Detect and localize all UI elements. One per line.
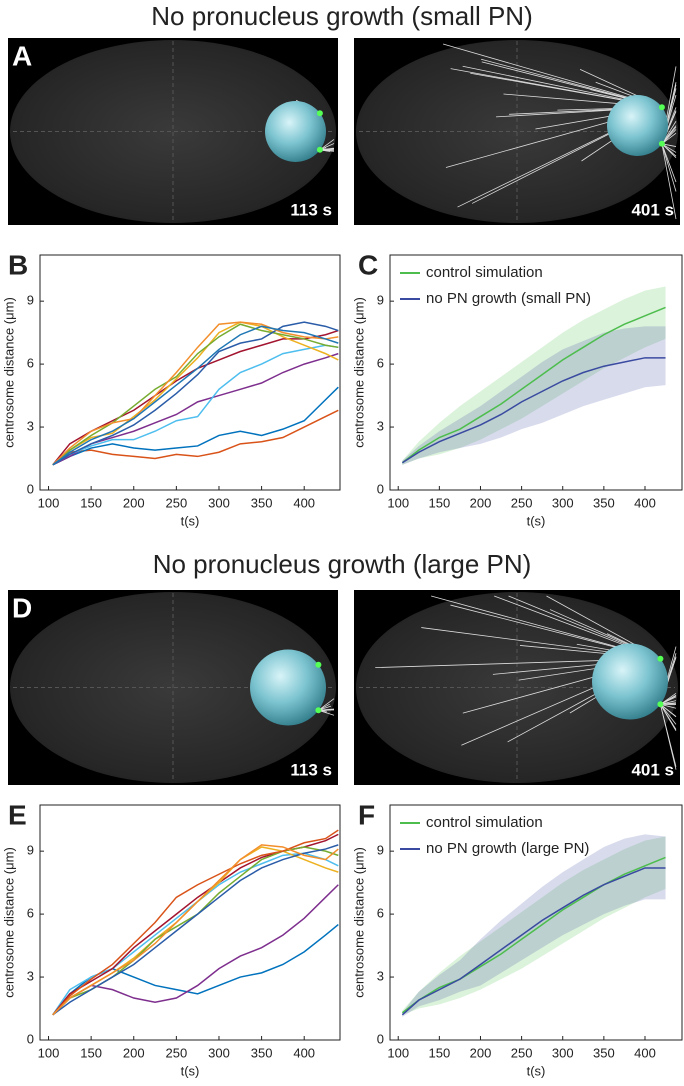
series-line xyxy=(53,322,339,465)
series-line xyxy=(53,387,339,465)
panel-label: E xyxy=(8,799,27,830)
x-tick-label: 200 xyxy=(123,495,145,510)
x-tick-label: 250 xyxy=(511,495,533,510)
x-tick-label: 200 xyxy=(470,495,492,510)
centrosome xyxy=(317,147,323,153)
pronucleus xyxy=(265,101,326,162)
x-axis-label: t(s) xyxy=(181,1063,200,1078)
y-tick-label: 6 xyxy=(377,906,384,921)
x-tick-label: 100 xyxy=(38,495,60,510)
section-title: No pronucleus growth (large PN) xyxy=(153,549,532,579)
section-title: No pronucleus growth (small PN) xyxy=(151,1,532,31)
y-tick-label: 3 xyxy=(27,418,34,433)
series-line xyxy=(53,322,339,465)
series-line xyxy=(53,845,339,1015)
plot-frame xyxy=(40,805,340,1040)
y-tick-label: 9 xyxy=(27,843,34,858)
x-axis-label: t(s) xyxy=(527,1063,546,1078)
x-tick-label: 150 xyxy=(429,495,451,510)
x-tick-label: 250 xyxy=(166,495,188,510)
y-tick-label: 6 xyxy=(27,356,34,371)
x-tick-label: 150 xyxy=(429,1045,451,1060)
series-line xyxy=(53,925,339,1015)
centrosome xyxy=(315,662,321,668)
centrosome xyxy=(657,701,663,707)
series-line xyxy=(53,853,339,1015)
pronucleus xyxy=(250,650,326,726)
panel-label: D xyxy=(12,592,32,623)
x-tick-label: 350 xyxy=(593,1045,615,1060)
x-tick-label: 400 xyxy=(634,1045,656,1060)
time-label: 113 s xyxy=(290,760,332,779)
x-tick-label: 100 xyxy=(387,1045,409,1060)
panel-label: C xyxy=(358,249,378,280)
time-label: 113 s xyxy=(290,200,332,219)
panel-label: F xyxy=(358,799,375,830)
series-line xyxy=(53,847,339,1015)
y-tick-label: 0 xyxy=(377,1031,384,1046)
y-axis-label: centrosome distance (μm) xyxy=(351,847,366,998)
y-axis-label: centrosome distance (μm) xyxy=(351,297,366,448)
x-tick-label: 250 xyxy=(166,1045,188,1060)
x-axis-label: t(s) xyxy=(527,513,546,528)
x-tick-label: 200 xyxy=(123,1045,145,1060)
x-tick-label: 250 xyxy=(511,1045,533,1060)
pronucleus xyxy=(592,644,668,720)
x-tick-label: 150 xyxy=(80,1045,102,1060)
y-tick-label: 0 xyxy=(27,481,34,496)
centrosome xyxy=(657,656,663,662)
y-tick-label: 6 xyxy=(377,356,384,371)
x-tick-label: 350 xyxy=(251,495,273,510)
series-line xyxy=(53,324,339,465)
panel-label: B xyxy=(8,249,28,280)
y-tick-label: 0 xyxy=(377,481,384,496)
legend-label: control simulation xyxy=(426,814,543,831)
x-tick-label: 200 xyxy=(470,1045,492,1060)
time-label: 401 s xyxy=(631,200,674,219)
centrosome xyxy=(315,707,321,713)
centrosome xyxy=(659,141,665,147)
x-tick-label: 400 xyxy=(634,495,656,510)
x-tick-label: 400 xyxy=(293,1045,315,1060)
y-tick-label: 9 xyxy=(377,293,384,308)
x-tick-label: 300 xyxy=(208,1045,230,1060)
y-tick-label: 9 xyxy=(377,843,384,858)
panel-label: A xyxy=(12,40,32,71)
x-tick-label: 150 xyxy=(80,495,102,510)
y-tick-label: 6 xyxy=(27,906,34,921)
y-tick-label: 3 xyxy=(377,418,384,433)
series-line xyxy=(53,845,339,1015)
y-tick-label: 0 xyxy=(27,1031,34,1046)
centrosome xyxy=(659,104,665,110)
x-axis-label: t(s) xyxy=(181,513,200,528)
y-tick-label: 3 xyxy=(377,968,384,983)
y-axis-label: centrosome distance (μm) xyxy=(1,847,16,998)
series-line xyxy=(53,322,339,465)
x-tick-label: 100 xyxy=(387,495,409,510)
y-tick-label: 9 xyxy=(27,293,34,308)
pronucleus xyxy=(607,95,668,156)
x-tick-label: 300 xyxy=(552,1045,574,1060)
x-tick-label: 350 xyxy=(251,1045,273,1060)
x-tick-label: 300 xyxy=(552,495,574,510)
x-tick-label: 100 xyxy=(38,1045,60,1060)
legend-label: no PN growth (large PN) xyxy=(426,840,589,857)
x-tick-label: 400 xyxy=(293,495,315,510)
y-tick-label: 3 xyxy=(27,968,34,983)
centrosome xyxy=(317,110,323,116)
series-line xyxy=(53,847,339,1015)
y-axis-label: centrosome distance (μm) xyxy=(1,297,16,448)
legend-label: no PN growth (small PN) xyxy=(426,290,591,307)
legend-label: control simulation xyxy=(426,264,543,281)
x-tick-label: 350 xyxy=(593,495,615,510)
time-label: 401 s xyxy=(631,760,674,779)
x-tick-label: 300 xyxy=(208,495,230,510)
